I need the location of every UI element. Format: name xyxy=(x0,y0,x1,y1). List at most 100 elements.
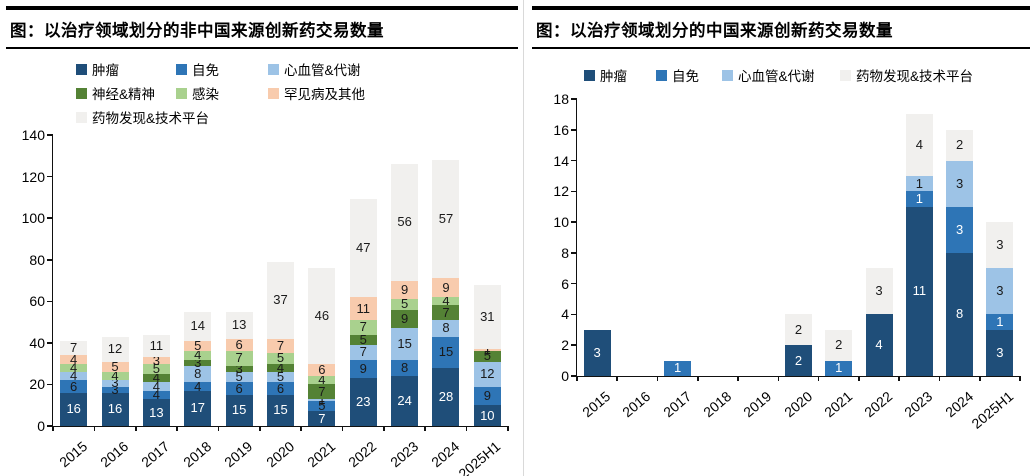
y-axis-tick-label: 4 xyxy=(561,306,569,323)
bar-segment xyxy=(473,351,501,362)
segment-value-label: 3 xyxy=(194,354,202,370)
bar-segment xyxy=(986,268,1014,315)
bar-segment xyxy=(225,394,253,426)
segment-value-label: 11 xyxy=(149,337,164,353)
segment-value-label: 4 xyxy=(915,137,923,153)
legend-item: 自免 xyxy=(656,65,722,85)
y-axis-tick-label: 8 xyxy=(561,244,569,261)
y-axis-tick-label: 0 xyxy=(561,368,569,384)
bar-segment xyxy=(308,411,336,426)
segment-value-label: 1 xyxy=(915,175,923,191)
y-tick-mark xyxy=(47,217,53,219)
bar-segment xyxy=(225,365,253,372)
bar-segment xyxy=(142,374,170,383)
y-tick-mark xyxy=(47,342,53,344)
chart: 0 2 4 6 8 10 12 14 16 18 3 2015 2016 1 2017 2018 2019 2 2 2… xyxy=(553,91,1021,432)
segment-value-label: 7 xyxy=(70,340,78,356)
y-axis-tick-label: 0 xyxy=(37,418,45,434)
bar-segment xyxy=(349,359,377,379)
segment-value-label: 3 xyxy=(955,221,964,237)
segment-value-label: 15 xyxy=(438,344,454,360)
segment-value-label: 4 xyxy=(276,359,285,375)
y-axis-tick-label: 140 xyxy=(21,127,45,143)
segment-value-label: 4 xyxy=(875,337,883,353)
bar-segment xyxy=(101,386,129,393)
segment-value-label: 9 xyxy=(400,310,409,326)
bar-segment xyxy=(785,314,812,346)
bar-segment xyxy=(60,371,88,381)
segment-value-label: 4 xyxy=(70,368,78,384)
segment-value-label: 3 xyxy=(875,283,883,299)
x-tick-mark xyxy=(176,426,178,431)
y-axis-tick-label: 120 xyxy=(21,168,45,185)
legend-item: 罕见病及其他 xyxy=(268,83,518,103)
bar-segment xyxy=(267,371,294,383)
segment-value-label: 6 xyxy=(318,361,326,377)
segment-value-label: 23 xyxy=(355,394,371,410)
bar-segment xyxy=(391,359,419,377)
segment-value-label: 1 xyxy=(674,360,682,376)
segment-value-label: 3 xyxy=(111,381,119,397)
y-tick-mark xyxy=(571,221,577,223)
x-tick-mark xyxy=(858,376,860,381)
bar-2021: 7 5 1 7 4 6 46 xyxy=(308,135,336,426)
bar-segment xyxy=(184,382,212,391)
legend-swatch-icon xyxy=(76,63,87,75)
legend-label: 心血管&代谢 xyxy=(284,63,361,78)
bar-segment xyxy=(267,338,294,354)
bar-segment xyxy=(432,320,460,337)
y-tick-mark xyxy=(47,175,53,178)
bar-2019 xyxy=(745,99,772,376)
segment-value-label: 6 xyxy=(235,380,243,396)
bar-segment xyxy=(60,380,88,393)
x-tick-mark xyxy=(938,376,941,381)
legend-swatch-icon xyxy=(176,87,187,99)
y-axis-tick-label: 6 xyxy=(561,275,569,292)
x-tick-mark xyxy=(93,426,96,431)
segment-value-label: 3 xyxy=(235,360,243,376)
segment-value-label: 7 xyxy=(318,410,326,426)
bar-segment xyxy=(986,314,1014,330)
bar-segment xyxy=(308,376,336,385)
y-axis-tick-label: 12 xyxy=(553,183,569,200)
segment-value-label: 9 xyxy=(400,281,409,297)
segment-value-label: 12 xyxy=(480,366,495,382)
bar-segment xyxy=(986,222,1014,269)
chart-title: 图：以治疗领域划分的中国来源创新药交易数量 xyxy=(536,22,893,40)
bar-2016: 16 3 3 4 5 12 xyxy=(101,135,129,426)
bar-segment xyxy=(142,334,170,358)
segment-value-label: 7 xyxy=(359,344,367,360)
bar-2023: 11 1 1 4 xyxy=(905,99,933,376)
chart-title-bar: 图：以治疗领域划分的中国来源创新药交易数量 xyxy=(532,6,1030,49)
y-axis-tick-label: 100 xyxy=(21,210,45,227)
y-tick-mark xyxy=(571,252,577,254)
bar-2024: 28 15 8 7 4 9 57 xyxy=(432,135,460,426)
segment-value-label: 16 xyxy=(66,401,81,417)
bar-segment xyxy=(308,363,336,377)
bar-segment xyxy=(225,311,253,339)
bar-2017: 13 4 4 4 5 3 11 xyxy=(142,135,170,426)
x-tick-mark xyxy=(52,426,54,431)
bar-segment xyxy=(349,199,377,298)
bar-segment xyxy=(664,360,692,376)
bar-segment xyxy=(905,175,933,192)
legend-swatch-icon xyxy=(656,69,667,81)
bar-segment xyxy=(432,305,460,320)
segment-value-label: 5 xyxy=(194,337,202,353)
legend-swatch-icon xyxy=(268,63,279,75)
segment-value-label: 4 xyxy=(152,370,161,386)
legend-item: 心血管&代谢 xyxy=(722,65,840,85)
segment-value-label: 4 xyxy=(111,368,119,384)
segment-value-label: 5 xyxy=(111,358,119,374)
y-axis-tick-label: 40 xyxy=(29,334,45,351)
x-tick-mark xyxy=(217,426,220,431)
bar-segment xyxy=(225,371,253,383)
x-tick-mark xyxy=(817,376,820,381)
bar-segment xyxy=(432,367,460,426)
segment-value-label: 12 xyxy=(107,341,123,357)
segment-value-label: 57 xyxy=(438,211,454,227)
y-tick-mark xyxy=(47,258,53,261)
y-tick-mark xyxy=(571,98,577,100)
bar-segment xyxy=(946,206,974,253)
bar-segment xyxy=(101,371,129,381)
